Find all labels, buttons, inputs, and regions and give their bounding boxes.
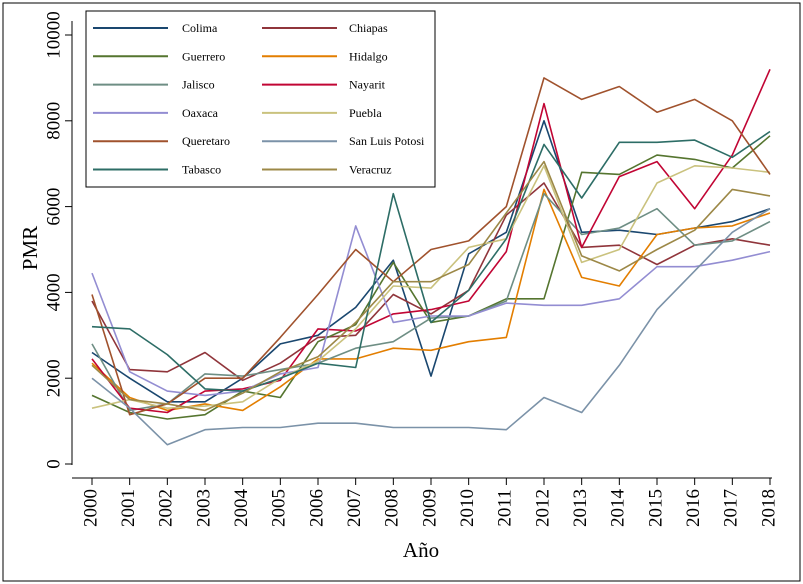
x-axis-title: Año [403, 538, 439, 562]
y-tick-label: 4000 [43, 273, 64, 311]
y-tick-label: 8000 [43, 102, 64, 140]
x-tick-label: 2000 [80, 489, 101, 527]
legend-label: Veracruz [349, 163, 392, 177]
x-tick-label: 2004 [231, 489, 252, 528]
legend-label: San Luis Potosi [349, 134, 425, 148]
series-line-tabasco [91, 130, 771, 392]
x-tick-label: 2008 [382, 489, 403, 527]
legend-label: Oaxaca [182, 106, 219, 120]
legend-label: Guerrero [182, 49, 225, 63]
x-tick-label: 2015 [645, 489, 666, 527]
y-tick-label: 2000 [43, 359, 64, 397]
legend-label: Chiapas [349, 21, 388, 35]
x-tick-label: 2012 [532, 489, 553, 527]
legend-label: Colima [182, 21, 218, 35]
x-tick-label: 2001 [118, 489, 139, 527]
y-tick-label: 6000 [43, 188, 64, 226]
series-line-oaxaca [91, 225, 771, 397]
x-tick-label: 2006 [306, 489, 327, 527]
x-tick-label: 2014 [608, 489, 629, 528]
legend: Colima Chiapas Guerrero Hidalgo Jalisco Nayar… [85, 10, 436, 188]
legend-box [85, 10, 436, 188]
legend-label: Queretaro [182, 134, 230, 148]
x-tick-label: 2002 [156, 489, 177, 527]
x-tick-label: 2010 [457, 489, 478, 527]
series-line-veracruz [91, 160, 771, 412]
y-tick-label: 0 [43, 459, 64, 469]
series-line-chiapas [91, 182, 771, 382]
series-line-hidalgo [91, 188, 771, 412]
x-tick-label: 2016 [683, 489, 704, 527]
x-tick-label: 2005 [269, 489, 290, 527]
legend-label: Nayarit [349, 78, 386, 92]
legend-label: Puebla [349, 106, 382, 120]
x-tick-label: 2017 [721, 489, 742, 527]
legend-label: Hidalgo [349, 49, 388, 63]
series-layer [91, 68, 771, 446]
x-ticks: 2000 2001 2002 2003 2004 2005 2006 2007 2008 2009… [80, 478, 779, 527]
series-line-puebla [91, 165, 771, 410]
series-line-jalisco [91, 192, 771, 412]
x-tick-label: 2003 [193, 489, 214, 527]
legend-label: Jalisco [182, 78, 215, 92]
series-line-san-luis-potosi [91, 208, 771, 446]
series-line-queretaro [91, 77, 771, 416]
y-axis-title: PMR [18, 226, 42, 270]
x-tick-label: 2013 [570, 489, 591, 527]
x-tick-label: 2007 [344, 489, 365, 527]
legend-label: Tabasco [182, 163, 221, 177]
x-tick-label: 2009 [419, 489, 440, 527]
x-tick-label: 2018 [758, 489, 779, 527]
x-tick-label: 2011 [495, 489, 516, 526]
series-line-nayarit [91, 68, 771, 414]
y-tick-label: 10000 [43, 11, 64, 59]
y-ticks: 0 2000 4000 6000 8000 10000 [43, 11, 72, 469]
